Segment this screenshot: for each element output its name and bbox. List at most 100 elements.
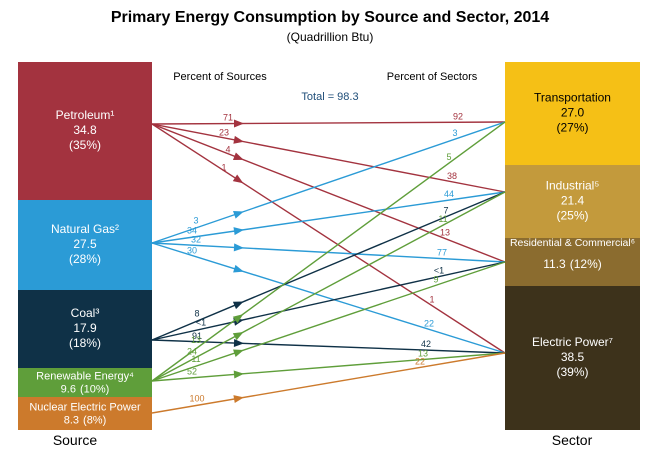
sector-percent: 13 (418, 349, 428, 359)
flow-arrow (233, 349, 244, 358)
box-name: Residential & Commercial⁶ (510, 237, 635, 249)
box-value: 38.5 (561, 350, 585, 364)
box-percent: (27%) (556, 121, 588, 135)
box-value: 17.9 (73, 321, 97, 335)
sector-percent: 22 (415, 356, 425, 366)
source-percent: 91 (192, 331, 202, 341)
box-name: Industrial⁵ (546, 179, 600, 193)
source-percent: 32 (191, 235, 201, 245)
box-name: Natural Gas² (51, 222, 119, 236)
source-percent: 30 (187, 246, 197, 256)
flow-arrow (233, 135, 244, 144)
source-box (18, 368, 152, 397)
sector-percent: 42 (421, 339, 431, 349)
sector-percent: 1 (429, 295, 434, 305)
flow-arrow (233, 264, 244, 273)
source-percent: <1 (196, 317, 206, 327)
subtitle: (Quadrillion Btu) (287, 30, 374, 44)
title: Primary Energy Consumption by Source and… (111, 9, 549, 26)
left-header: Percent of Sources (173, 71, 267, 83)
flow-line (151, 261, 506, 341)
box-name: Coal³ (71, 306, 100, 320)
sector-percent: 3 (452, 128, 457, 138)
box-percent: (18%) (69, 336, 101, 350)
source-box (18, 397, 152, 430)
sector-percent: 77 (437, 248, 447, 258)
source-percent: 11 (191, 354, 200, 364)
box-name: Petroleum¹ (56, 108, 115, 122)
source-percent: 34 (187, 226, 197, 236)
box-percent: (8%) (83, 415, 106, 427)
box-value-line: 11.3 (12%) (543, 257, 601, 271)
box-percent: (12%) (570, 257, 602, 271)
left-footer: Source (53, 432, 98, 448)
flow-line (151, 121, 506, 244)
box-name: Renewable Energy⁴ (36, 371, 134, 383)
flow-line (151, 191, 506, 382)
box-percent: (28%) (69, 252, 101, 266)
flow-arrow (233, 339, 244, 348)
source-percent: 1 (221, 162, 226, 172)
flow-line (151, 242, 506, 263)
box-name: Transportation (534, 91, 611, 105)
box-value: 9.6 (61, 384, 76, 396)
flow-arrow (233, 119, 244, 128)
box-value: 34.8 (73, 123, 97, 137)
sector-box (505, 62, 640, 165)
flow-arrow (232, 314, 244, 324)
source-percent: 52 (187, 367, 197, 377)
flow-arrow (233, 227, 244, 236)
flow-arrow (232, 331, 244, 341)
flow-line (151, 191, 506, 341)
flow-line (151, 123, 506, 263)
flow-line (151, 123, 506, 193)
box-value-line: 8.3 (8%) (64, 415, 107, 427)
flow-arrow (232, 174, 244, 184)
source-box (18, 290, 152, 368)
total: Total = 98.3 (301, 91, 358, 103)
box-percent: (35%) (69, 138, 101, 152)
flow-line (151, 352, 506, 414)
sector-box (505, 286, 640, 430)
box-value-line: 9.6 (10%) (61, 384, 110, 396)
source-percent: 24 (187, 346, 197, 356)
sector-percent: 38 (447, 171, 457, 181)
sector-percent: 7 (443, 206, 448, 216)
box-name: Nuclear Electric Power (29, 402, 141, 414)
sector-percent: 9 (433, 274, 438, 284)
sector-percent: 5 (446, 152, 451, 162)
flow-line (151, 242, 506, 354)
source-percent: 100 (189, 394, 204, 404)
sector-percent: 92 (453, 111, 463, 121)
flow-line (151, 339, 506, 354)
flow-line (151, 123, 506, 354)
flow-arrow (232, 301, 244, 310)
box-value: 11.3 (543, 257, 566, 271)
sector-percent: 22 (424, 318, 434, 328)
flow-arrow (233, 395, 244, 403)
box-value: 21.4 (561, 194, 585, 208)
box-value: 8.3 (64, 415, 79, 427)
box-name: Electric Power⁷ (532, 335, 613, 349)
sector-box (505, 165, 640, 238)
sector-percent: 11 (438, 214, 447, 224)
source-box (18, 62, 152, 200)
box-percent: (39%) (556, 365, 588, 379)
flow-arrow (233, 243, 244, 252)
source-percent: 71 (223, 113, 233, 123)
box-value: 27.5 (73, 237, 97, 251)
flow-arrow (232, 152, 244, 160)
box-percent: (10%) (80, 384, 109, 396)
sector-percent: 44 (444, 189, 454, 199)
flow-line (151, 121, 506, 382)
sector-box (505, 238, 640, 286)
right-header: Percent of Sectors (387, 71, 478, 83)
box-value: 27.0 (561, 106, 585, 120)
flow-arrow (233, 370, 244, 379)
right-footer: Sector (552, 432, 593, 448)
box-percent: (25%) (556, 209, 588, 223)
flow-arrow (233, 210, 244, 219)
flow-line (151, 352, 506, 382)
source-percent: 23 (219, 128, 229, 138)
